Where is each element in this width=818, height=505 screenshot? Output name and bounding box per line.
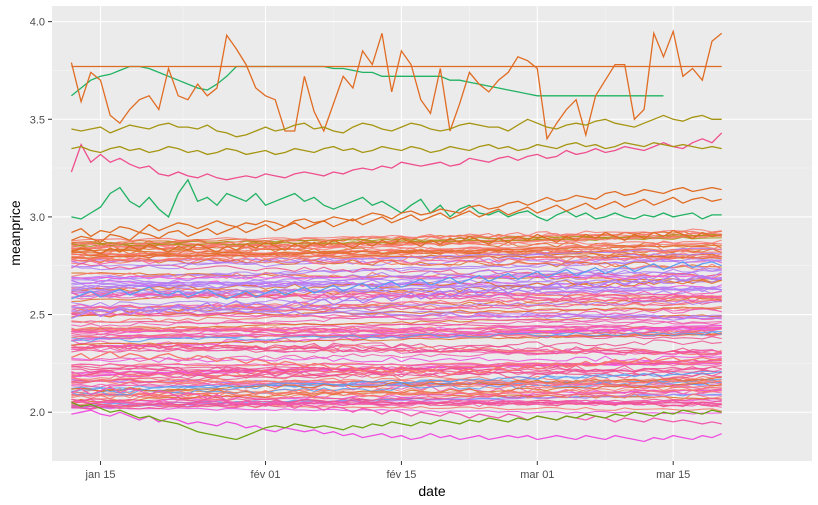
background-series-line xyxy=(71,396,722,408)
background-series-line xyxy=(71,389,722,397)
background-series-line xyxy=(71,331,722,343)
y-tick-label: 3.0 xyxy=(30,212,45,224)
series-line-station-6 xyxy=(71,178,722,222)
series-line-station-7 xyxy=(71,186,722,238)
series-line-station-15 xyxy=(71,229,722,255)
x-tick-label: mar 15 xyxy=(656,469,690,481)
background-series-line xyxy=(71,278,722,303)
background-series-line xyxy=(71,320,722,342)
background-series-line xyxy=(71,376,722,393)
series-line-station-10 xyxy=(71,274,722,320)
background-series-line xyxy=(71,290,722,300)
background-series-line xyxy=(71,299,722,313)
background-series-line xyxy=(71,402,722,412)
background-series-line xyxy=(71,262,722,278)
background-series-line xyxy=(71,342,722,353)
series-line-station-1 xyxy=(70,65,664,97)
background-series-line xyxy=(71,232,722,242)
series-line-station-5 xyxy=(70,132,723,181)
background-series-line xyxy=(71,347,722,356)
background-series-line xyxy=(71,399,722,410)
y-tick-label: 2.5 xyxy=(30,310,45,322)
background-series-line xyxy=(71,288,722,295)
background-series-line xyxy=(71,300,722,317)
background-series-line xyxy=(71,247,722,268)
series-line-station-4 xyxy=(71,114,722,138)
background-series-line xyxy=(71,307,722,321)
series-line-station-14 xyxy=(71,401,722,441)
background-series-line xyxy=(71,312,722,325)
background-series-line xyxy=(71,382,722,403)
x-tick-label: fév 15 xyxy=(386,469,416,481)
y-tick-label: 4.0 xyxy=(30,17,45,29)
background-series-line xyxy=(71,244,722,259)
series-line-station-3 xyxy=(70,29,723,141)
background-series-line xyxy=(71,233,722,246)
y-axis: 2.0 2.5 3.0 3.5 4.0 xyxy=(30,17,52,419)
x-axis: jan 15 fév 01 fév 15 mar 01 mar 15 xyxy=(85,461,690,481)
background-series-line xyxy=(71,269,722,288)
background-series-line xyxy=(71,306,722,324)
series-line-station-8 xyxy=(71,196,722,244)
background-series-line xyxy=(71,325,722,333)
background-series-line xyxy=(71,254,722,271)
background-series-line xyxy=(71,399,722,408)
background-series-line xyxy=(71,257,722,269)
background-series-line xyxy=(71,314,722,331)
y-axis-title: meanprice xyxy=(7,200,23,266)
x-tick-label: fév 01 xyxy=(251,469,281,481)
series-line-station-9 xyxy=(71,261,722,300)
background-series-line xyxy=(71,362,722,367)
background-series-line xyxy=(71,344,722,356)
background-series-line xyxy=(71,359,722,375)
background-series-line xyxy=(71,268,722,288)
y-tick-label: 2.0 xyxy=(30,407,45,419)
background-series-line xyxy=(71,306,722,318)
series-lines xyxy=(70,29,723,443)
series-line-station-16 xyxy=(71,142,722,156)
x-axis-title: date xyxy=(418,483,445,499)
series-line-station-11 xyxy=(71,350,722,376)
background-series-line xyxy=(71,370,722,393)
background-series-line xyxy=(71,264,722,284)
y-tick-label: 3.5 xyxy=(30,114,45,126)
background-series-line xyxy=(71,376,722,385)
x-tick-label: jan 15 xyxy=(85,469,116,481)
background-series-line xyxy=(71,234,722,256)
series-line-station-13 xyxy=(71,409,722,443)
dense-series-band xyxy=(71,228,722,415)
background-series-line xyxy=(71,291,722,300)
background-series-line xyxy=(71,406,722,415)
x-tick-label: mar 01 xyxy=(520,469,554,481)
background-series-line xyxy=(71,327,722,336)
series-line-station-12 xyxy=(71,386,722,425)
background-series-line xyxy=(71,320,722,329)
background-series-line xyxy=(71,228,722,248)
